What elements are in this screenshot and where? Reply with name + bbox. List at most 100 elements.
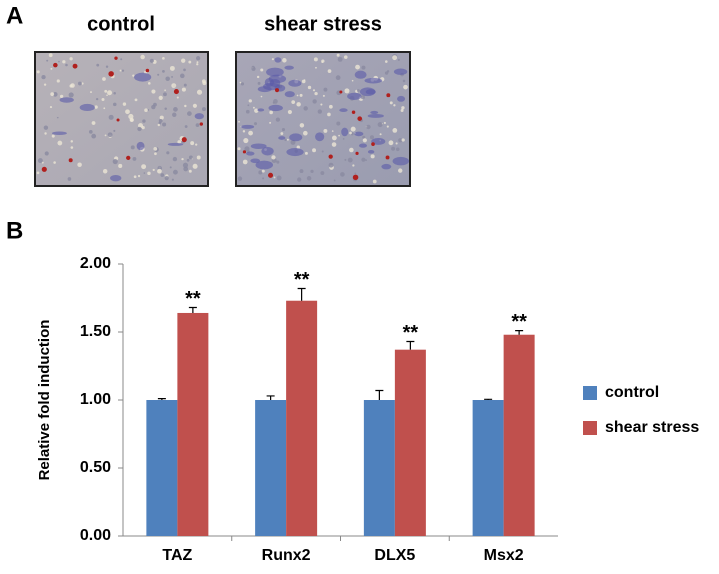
speckle [120,58,123,61]
stain [268,104,283,112]
speckle [392,128,398,133]
speckle [247,104,250,107]
stain [241,124,255,129]
speckle [166,151,170,155]
micrograph [235,51,411,187]
speckle [103,107,106,110]
speckle [181,87,186,92]
speckle [188,155,193,160]
speckle [336,53,340,57]
speckle [400,109,404,113]
speckle [344,88,350,94]
speckle [321,150,324,153]
stain [250,158,261,164]
speckle [388,140,394,146]
red-spot [181,137,187,143]
plot: 0.00 0.50 1.00 1.50 2.00 TAZ ** Runx2 ** DLX5 ** Ms… [80,255,700,564]
stain [315,132,325,142]
speckle [286,138,289,141]
speckle [104,134,107,137]
red-spot [68,158,73,163]
red-spot [114,56,118,60]
speckle [56,116,59,119]
stain [59,97,74,103]
speckle [355,64,360,70]
speckle [280,132,284,135]
speckle [183,68,186,72]
speckle [172,156,178,162]
speckle [181,157,184,161]
speckle [96,63,100,67]
speckle [260,95,263,98]
stain [134,72,152,82]
speckle [44,132,47,135]
speckle [105,65,109,68]
micrograph [34,51,209,187]
speckle [113,92,116,95]
stain [364,77,383,84]
y-axis-label: Relative fold induction [36,320,53,481]
speckle [273,176,276,179]
speckle [101,97,105,101]
speckle [262,177,265,180]
speckle [242,159,248,165]
stain [358,143,367,148]
speckle [50,92,55,97]
speckle [361,157,366,162]
speckle [253,122,258,126]
image-title: shear stress [264,13,382,35]
speckle [102,77,106,81]
red-spot [173,89,179,95]
speckle [335,75,341,81]
speckle [181,58,186,63]
speckle [69,84,73,88]
speckle [173,107,178,112]
error-bar [157,398,166,400]
bar [503,334,535,536]
speckle [149,58,154,63]
speckle [195,56,201,61]
speckle [383,121,386,125]
speckle [395,147,400,152]
speckle [360,95,365,100]
speckle [164,176,169,181]
x-tick-label: TAZ [162,547,192,564]
red-spot [41,166,47,172]
speckle [392,55,398,61]
speckle [361,65,366,70]
speckle [69,57,73,61]
bar [394,349,426,536]
speckle [112,158,118,165]
speckle [291,100,296,104]
speckle [141,164,147,170]
speckle [137,126,142,132]
speckle [196,155,201,160]
speckle [169,166,172,169]
speckle [347,157,353,163]
speckle [154,152,157,156]
speckle [312,99,317,104]
legend-label: shear stress [605,419,699,436]
speckle [50,67,53,70]
speckle [134,98,138,102]
speckle [299,169,304,174]
speckle [284,138,287,142]
red-spot [126,155,131,161]
speckle [389,101,393,105]
speckle [37,158,43,164]
speckle [128,113,134,120]
speckle [251,65,255,69]
speckle [201,79,206,84]
red-spot [145,68,150,73]
significance-label: ** [185,288,201,310]
speckle [351,79,354,82]
x-tick-label: Msx2 [484,547,524,564]
speckle [377,122,383,128]
speckle [201,107,207,112]
speckle [147,171,151,176]
speckle [164,107,167,110]
stain [167,142,184,146]
speckle [312,148,317,153]
stain [367,150,375,154]
speckle [369,135,374,140]
